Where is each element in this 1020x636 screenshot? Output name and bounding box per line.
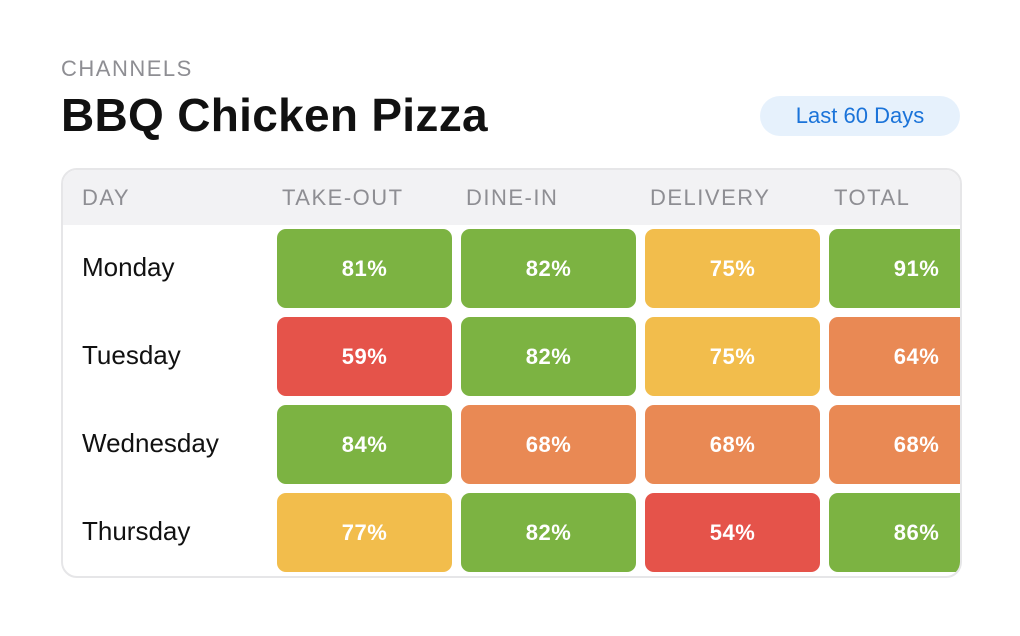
heat-cell: 82%	[461, 229, 636, 308]
heat-cell: 91%	[829, 229, 960, 308]
page-title: BBQ Chicken Pizza	[61, 89, 488, 141]
column-header-take-out: TAKE-OUT	[282, 185, 404, 210]
column-header-dine-in: DINE-IN	[466, 185, 559, 210]
heat-cell: 77%	[277, 493, 452, 572]
heat-cell: 75%	[645, 229, 820, 308]
heat-cell: 64%	[829, 317, 960, 396]
heat-cell: 82%	[461, 317, 636, 396]
table-header: DAY TAKE-OUT DINE-IN DELIVERY TOTAL	[63, 170, 960, 225]
column-header-day: DAY	[82, 185, 131, 210]
section-overline: CHANNELS	[61, 56, 193, 81]
heat-cell: 81%	[277, 229, 452, 308]
heat-cell: 75%	[645, 317, 820, 396]
heat-cell: 59%	[277, 317, 452, 396]
period-filter-button[interactable]: Last 60 Days	[760, 96, 960, 136]
channel-table: DAY TAKE-OUT DINE-IN DELIVERY TOTAL Mond…	[61, 168, 962, 578]
column-header-delivery: DELIVERY	[650, 185, 771, 210]
heat-cell: 54%	[645, 493, 820, 572]
heat-cell: 68%	[829, 405, 960, 484]
column-header-total: TOTAL	[834, 185, 911, 210]
heat-cell: 82%	[461, 493, 636, 572]
heat-cell: 68%	[461, 405, 636, 484]
row-label-monday: Monday	[82, 252, 175, 282]
heat-cell: 68%	[645, 405, 820, 484]
row-label-wednesday: Wednesday	[82, 428, 219, 458]
row-label-thursday: Thursday	[82, 516, 191, 546]
heat-cell: 84%	[277, 405, 452, 484]
row-label-tuesday: Tuesday	[82, 340, 181, 370]
heat-cell: 86%	[829, 493, 960, 572]
